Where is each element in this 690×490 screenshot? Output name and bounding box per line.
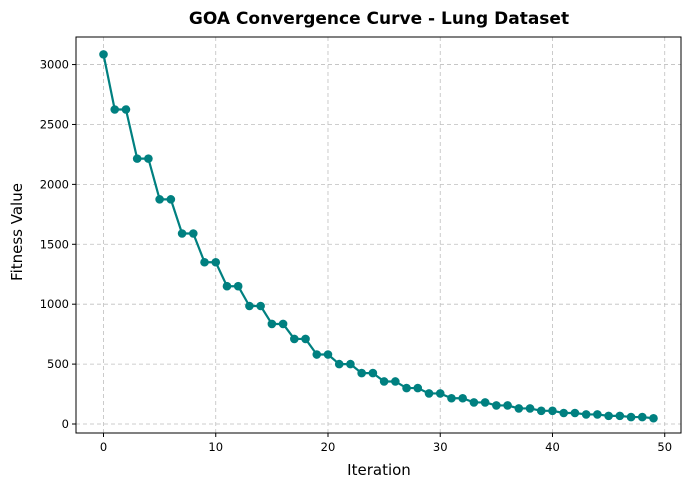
- y-tick-label-3: 1500: [40, 237, 69, 251]
- data-point-23: [357, 368, 366, 378]
- data-point-26: [391, 377, 400, 386]
- data-point-17: [290, 334, 299, 344]
- y-tick-label-1: 500: [47, 357, 69, 371]
- data-point-13: [245, 301, 254, 311]
- data-point-9: [200, 257, 209, 267]
- data-point-32: [458, 393, 467, 403]
- data-point-36: [503, 401, 512, 410]
- data-point-22: [346, 359, 355, 369]
- data-point-38: [525, 404, 535, 413]
- data-point-0: [99, 50, 108, 59]
- data-point-5: [155, 195, 164, 204]
- data-point-33: [469, 398, 479, 407]
- y-tick-label-0: 0: [62, 417, 69, 431]
- y-tick-label-6: 3000: [40, 58, 69, 72]
- x-tick-label-0: 0: [100, 440, 107, 454]
- data-point-47: [626, 412, 636, 422]
- series-layer: [99, 50, 658, 423]
- data-point-15: [267, 319, 277, 329]
- x-tick-label-1: 10: [208, 440, 223, 454]
- data-point-37: [514, 404, 524, 413]
- series-line-0: [102, 54, 654, 420]
- x-tick-label-3: 30: [433, 440, 448, 454]
- data-point-39: [536, 406, 546, 416]
- y-tick-label-4: 2000: [40, 177, 69, 191]
- data-point-1: [110, 105, 120, 114]
- grid: [76, 37, 681, 433]
- y-tick-label-2: 1000: [40, 297, 69, 311]
- data-point-8: [188, 229, 198, 238]
- data-point-25: [379, 377, 389, 386]
- data-point-28: [413, 383, 423, 393]
- data-point-49: [649, 413, 658, 423]
- data-point-43: [581, 410, 591, 419]
- data-point-40: [548, 406, 557, 416]
- x-tick-label-4: 40: [545, 440, 560, 454]
- y-axis-title: Fitness Value: [8, 183, 26, 281]
- x-axis-title: Iteration: [347, 461, 411, 479]
- x-tick-label-2: 20: [321, 440, 336, 454]
- x-tick-label-5: 50: [657, 440, 672, 454]
- data-point-16: [278, 319, 288, 329]
- plot-frame: [75, 36, 682, 434]
- data-point-6: [166, 195, 176, 204]
- data-point-12: [233, 281, 243, 291]
- data-point-7: [177, 229, 187, 238]
- data-point-29: [424, 389, 434, 398]
- data-point-3: [132, 154, 142, 163]
- data-point-30: [435, 389, 445, 398]
- data-point-2: [121, 105, 131, 114]
- data-point-20: [323, 350, 333, 359]
- data-point-34: [480, 398, 490, 407]
- data-point-4: [144, 154, 153, 163]
- data-point-24: [368, 368, 378, 378]
- data-point-45: [604, 411, 613, 421]
- data-point-19: [312, 350, 322, 359]
- data-point-48: [637, 412, 647, 422]
- data-point-35: [492, 401, 501, 410]
- data-point-10: [211, 257, 221, 267]
- data-point-46: [615, 411, 625, 421]
- data-point-18: [301, 334, 310, 344]
- data-point-27: [402, 383, 411, 393]
- y-tick-label-5: 2500: [40, 117, 69, 131]
- chart-title: GOA Convergence Curve - Lung Dataset: [189, 9, 569, 29]
- data-point-41: [559, 408, 569, 418]
- data-point-11: [222, 281, 232, 291]
- data-point-21: [334, 359, 344, 369]
- data-point-31: [447, 393, 456, 403]
- data-point-42: [570, 408, 580, 418]
- data-point-44: [593, 410, 602, 419]
- data-point-14: [256, 301, 265, 311]
